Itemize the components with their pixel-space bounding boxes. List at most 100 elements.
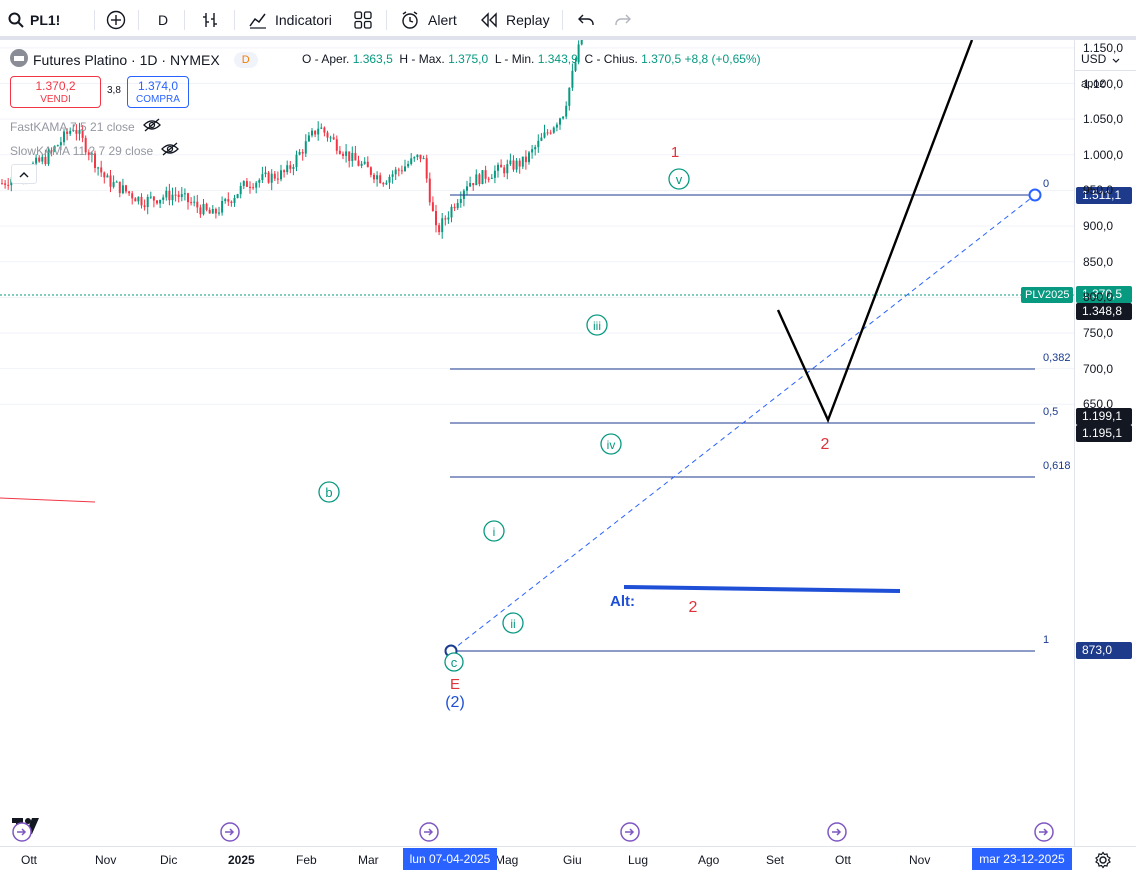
alert-button[interactable]: Alert [400, 6, 457, 34]
price-tick-label: 650,0 [1083, 397, 1114, 412]
candle-body [323, 127, 326, 133]
candle-body [56, 145, 59, 147]
fib-label-0382: 0,382 [1043, 352, 1071, 364]
fib-anchor-end[interactable] [1028, 188, 1042, 202]
layout-button[interactable] [354, 6, 372, 34]
candle-body [7, 184, 10, 186]
candle-body [410, 158, 413, 164]
candle-body [211, 208, 214, 214]
time-tick-label: Feb [296, 853, 317, 867]
candle-body [500, 164, 503, 168]
event-icon[interactable] [12, 822, 32, 846]
open-label: O - Aper. [302, 52, 350, 66]
event-icon[interactable] [1034, 822, 1054, 846]
ohlc-values: O - Aper. 1.363,5 H - Max. 1.375,0 L - M… [302, 52, 761, 66]
candle-body [304, 141, 307, 154]
candle-body [351, 152, 354, 161]
sell-button[interactable]: 1.370,2 VENDI [10, 76, 101, 108]
candle-body [41, 156, 44, 162]
wave-iv-label: iv [607, 438, 616, 452]
add-symbol-button[interactable] [106, 6, 126, 34]
candle-body [320, 127, 323, 129]
wave-v-label: v [676, 172, 683, 187]
data-badge: D [233, 51, 258, 68]
range-end-label: mar 23-12-2025 [979, 852, 1065, 866]
eye-hidden-icon[interactable] [142, 118, 161, 135]
candle-body [400, 170, 403, 172]
candle-body [137, 196, 140, 202]
replay-button[interactable]: Replay [480, 6, 550, 34]
candle-body [236, 194, 239, 198]
candle-body [543, 132, 546, 138]
collapse-legend-button[interactable] [11, 164, 37, 184]
divider [184, 10, 185, 30]
candle-body [484, 170, 487, 179]
replay-icon [480, 12, 498, 28]
candle-body [493, 170, 496, 178]
candle-body [276, 178, 279, 180]
candle-body [66, 131, 69, 134]
price-axis[interactable]: USD apoz 1.511,1 1.370,5 1.348,8 1.199,1… [1074, 40, 1136, 846]
buy-price: 1.374,0 [137, 79, 179, 93]
candle-body [171, 194, 174, 201]
buy-button[interactable]: 1.374,0 COMPRA [127, 76, 189, 108]
candle-body [149, 196, 152, 198]
candle-body [53, 146, 56, 151]
eye-hidden-icon[interactable] [161, 142, 180, 159]
chart-pane[interactable]: 0 0,382 0,5 0,618 1 1 v iii [0, 40, 1074, 846]
legend-title[interactable]: Futures Platino · 1D · NYMEX [33, 51, 220, 68]
event-icon[interactable] [827, 822, 847, 846]
indicator-row-fastkama[interactable]: FastKAMA 7 5 21 close [10, 118, 161, 135]
symbol-search-button[interactable]: PL1! [8, 6, 60, 34]
candle-body [295, 154, 298, 168]
candle-body [537, 140, 540, 148]
candle-body [221, 201, 224, 213]
price-chart[interactable]: 0 0,382 0,5 0,618 1 1 v iii [0, 40, 1074, 846]
candle-body [165, 190, 168, 198]
alt-wave-2-label: 2 [689, 599, 698, 616]
undo-button[interactable] [577, 6, 595, 34]
time-axis[interactable]: Ott Nov Dic 2025 Feb Mar Mag Giu Lug Ago Set Ott Nov… [0, 846, 1136, 881]
buy-label: COMPRA [136, 94, 180, 105]
event-icon[interactable] [419, 822, 439, 846]
chart-type-button[interactable] [200, 6, 220, 34]
candle-body [481, 170, 484, 185]
alt-level-line[interactable] [623, 585, 901, 593]
candle-body [562, 116, 565, 119]
fib-retracement[interactable]: 0 0,382 0,5 0,618 1 [444, 178, 1071, 658]
candle-body [4, 183, 7, 185]
axis-mode-button[interactable]: apoz [1081, 78, 1105, 90]
change-value: +8,8 (+0,65%) [684, 52, 761, 66]
candle-body [187, 193, 189, 203]
candle-body [534, 147, 537, 150]
wave-1-label: 1 [671, 144, 679, 161]
candle-body [571, 70, 574, 88]
candle-body [214, 208, 217, 214]
currency-selector[interactable]: USD [1081, 52, 1120, 66]
candle-body [453, 206, 456, 209]
settings-button[interactable] [1094, 851, 1112, 874]
event-icon[interactable] [220, 822, 240, 846]
candle-body [466, 186, 468, 191]
candle-body [388, 176, 391, 183]
candle-body [118, 181, 121, 194]
candle-body [69, 130, 72, 134]
event-icon[interactable] [620, 822, 640, 846]
interval-button[interactable]: D [158, 6, 168, 34]
candle-body [90, 153, 93, 156]
indicator-row-slowkama[interactable]: SlowKAMA 11 2 7 29 close [10, 142, 180, 159]
cursor-price-tag: 1.348,8 [1076, 303, 1132, 320]
candle-body [326, 132, 329, 138]
symbol-price-label: PLV2025 [1021, 287, 1074, 303]
candle-body [109, 175, 112, 187]
fib0-price-tag: 1.511,1 [1076, 187, 1132, 204]
projection-path[interactable] [776, 40, 974, 424]
add-symbol-icon [106, 10, 126, 30]
candle-body [329, 137, 332, 139]
candle-body [503, 167, 506, 174]
redo-button[interactable] [614, 6, 632, 34]
indicators-button[interactable]: Indicatori [248, 6, 332, 34]
candle-body [242, 181, 245, 186]
candle-body [205, 204, 208, 210]
symbol-name: PL1! [30, 12, 61, 28]
